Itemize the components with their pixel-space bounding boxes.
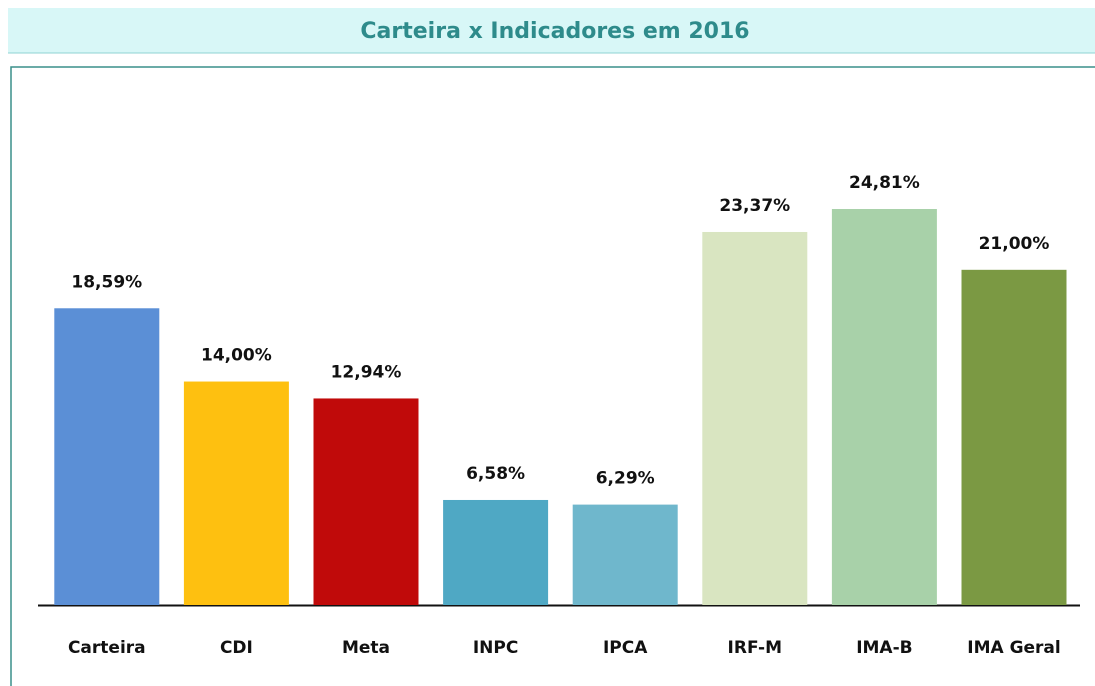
- bar: [961, 269, 1067, 605]
- value-label: 24,81%: [849, 173, 920, 193]
- value-label: 14,00%: [201, 346, 272, 366]
- value-label: 6,58%: [466, 464, 525, 484]
- bar: [572, 504, 678, 605]
- title-bar: [8, 8, 1095, 53]
- x-tick-label: IMA-B: [856, 638, 912, 658]
- bar: [443, 499, 549, 605]
- x-tick-label: IPCA: [603, 638, 648, 658]
- x-tick-label: CDI: [220, 638, 253, 658]
- value-label: 18,59%: [71, 272, 142, 292]
- bar: [54, 308, 160, 605]
- x-tick-label: Carteira: [68, 638, 146, 658]
- value-label: 6,29%: [596, 469, 655, 489]
- value-label: 12,94%: [331, 362, 402, 382]
- x-tick-label: INPC: [473, 638, 519, 658]
- bar: [831, 209, 937, 605]
- panel-border: [10, 66, 1095, 686]
- bar: [183, 381, 289, 605]
- value-label: 21,00%: [979, 234, 1050, 254]
- bar: [313, 398, 419, 605]
- x-tick-label: IMA Geral: [967, 638, 1060, 658]
- bar: [702, 231, 808, 605]
- x-tick-label: Meta: [342, 638, 390, 658]
- chart-title: Carteira x Indicadores em 2016: [360, 19, 749, 44]
- value-label: 23,37%: [719, 196, 790, 216]
- x-tick-label: IRF-M: [728, 638, 782, 658]
